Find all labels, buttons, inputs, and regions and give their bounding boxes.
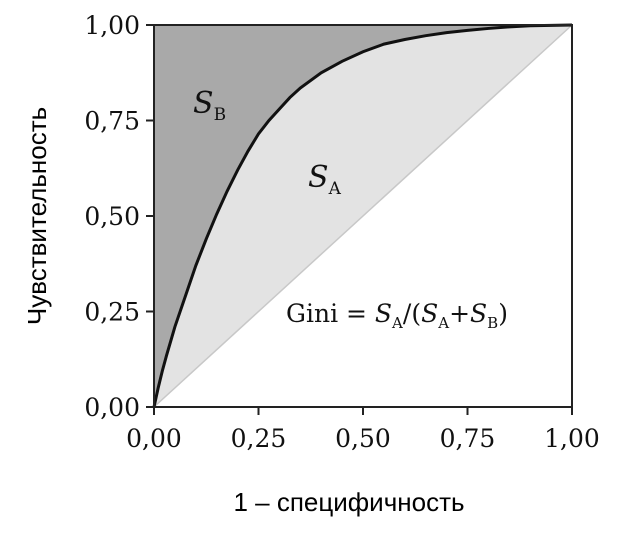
- y-axis-title: Чувствительность: [22, 107, 52, 325]
- y-tick-label: 0,25: [84, 298, 140, 327]
- y-tick-label: 0,00: [84, 393, 140, 422]
- sa-label: SA: [308, 160, 342, 199]
- y-tick-label: 0,75: [84, 107, 140, 136]
- roc-curve: [152, 23, 573, 408]
- plot-area: [152, 23, 573, 408]
- x-tick-label: 0,50: [335, 424, 391, 453]
- gini-formula: Gini = SA/(SA+SB): [286, 299, 508, 332]
- x-axis-title: 1 – специфичность: [233, 487, 464, 517]
- x-tick-label: 1,00: [544, 424, 600, 453]
- sb-label: SB: [193, 86, 226, 125]
- y-axis: 0,00 0,25 0,50 0,75 1,00: [84, 11, 154, 422]
- x-tick-label: 0,00: [126, 424, 182, 453]
- region-b: [154, 25, 572, 407]
- x-tick-label: 0,75: [440, 424, 496, 453]
- diagonal-line: [153, 24, 573, 408]
- x-tick-label: 0,25: [231, 424, 287, 453]
- y-tick-label: 0,50: [84, 202, 140, 231]
- y-tick-label: 1,00: [84, 11, 140, 40]
- x-axis: 0,00 0,25 0,50 0,75 1,00: [126, 407, 600, 453]
